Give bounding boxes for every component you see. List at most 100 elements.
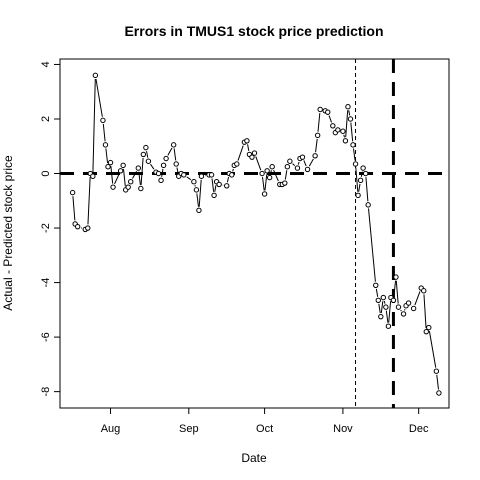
series-line-segment — [292, 163, 296, 167]
data-point — [107, 159, 114, 166]
data-point — [90, 173, 96, 179]
series-line-segment — [284, 170, 288, 180]
series-line-segment — [237, 145, 244, 161]
data-point — [224, 183, 230, 189]
series-line-segment — [365, 177, 369, 202]
series-line-segment — [350, 122, 354, 142]
x-tick-label: Aug — [101, 423, 121, 435]
data-point — [395, 304, 402, 310]
data-point — [92, 72, 99, 79]
series-line-segment — [317, 112, 321, 132]
data-point — [249, 154, 255, 160]
series-line-segment — [167, 147, 173, 156]
x-tick-label: Dec — [409, 423, 429, 435]
data-point — [160, 162, 167, 169]
data-point — [304, 166, 311, 173]
series-line-segment — [226, 176, 230, 183]
series-line-segment — [247, 144, 250, 151]
series-line-segment — [378, 303, 381, 314]
chart-title: Errors in TMUS1 stock price prediction — [124, 23, 383, 39]
series-line-segment — [423, 294, 427, 329]
data-point — [284, 163, 291, 170]
series-line-segment — [95, 78, 103, 117]
data-point — [375, 297, 381, 304]
data-point — [380, 294, 387, 301]
series-line-segment — [72, 196, 76, 221]
data-point — [120, 162, 126, 169]
series-line-segment — [345, 110, 349, 138]
series-line-segment — [262, 177, 265, 191]
data-point — [135, 165, 142, 171]
data-point — [198, 173, 205, 179]
series-line-segment — [380, 301, 384, 314]
y-tick-label: 2 — [40, 116, 52, 122]
series-line-segment — [383, 300, 386, 304]
data-point — [170, 142, 177, 148]
data-point — [261, 191, 268, 197]
data-point — [85, 225, 91, 231]
x-tick-label: Nov — [333, 423, 353, 435]
data-point — [282, 180, 288, 186]
data-point — [244, 138, 250, 144]
data-point — [211, 192, 217, 199]
data-point — [117, 168, 124, 174]
series-line-segment — [400, 309, 402, 312]
data-point — [360, 165, 366, 171]
data-point — [421, 288, 427, 294]
data-point — [269, 163, 275, 170]
series-line-segment — [436, 374, 439, 390]
data-point — [317, 106, 323, 113]
series-line-segment — [395, 280, 399, 304]
data-point — [335, 127, 341, 133]
series-line-segment — [428, 331, 437, 368]
data-point — [69, 189, 76, 196]
data-point — [294, 165, 301, 171]
data-point — [163, 155, 169, 162]
data-point — [433, 368, 440, 374]
data-point — [410, 305, 417, 312]
data-point — [330, 123, 336, 129]
data-point — [266, 174, 273, 181]
series-line-segment — [388, 301, 392, 323]
series-line-segment — [315, 138, 318, 153]
y-tick-label: -6 — [40, 332, 52, 342]
series-line-segment — [308, 158, 314, 167]
data-point — [426, 324, 432, 331]
y-tick-label: -4 — [40, 278, 52, 288]
series-line-segment — [114, 173, 120, 185]
data-point — [405, 300, 412, 306]
data-point — [385, 323, 392, 329]
series-line-segment — [385, 310, 389, 323]
data-point — [362, 170, 369, 177]
series-line-segment — [264, 174, 268, 191]
series-line-segment — [352, 148, 356, 161]
data-point — [400, 311, 407, 317]
data-point — [340, 128, 346, 134]
data-point — [423, 328, 429, 335]
y-axis-label: Actual - Predicted stock price — [1, 155, 15, 311]
data-point — [357, 177, 364, 184]
data-point — [145, 158, 152, 164]
series-line-segment — [92, 78, 96, 173]
series-line-segment — [255, 156, 262, 171]
plot-frame — [59, 58, 450, 409]
data-point — [140, 151, 147, 158]
data-point — [74, 223, 81, 230]
data-point — [229, 172, 235, 178]
series-line-segment — [273, 169, 279, 182]
series-line-segment — [196, 193, 199, 207]
data-point — [355, 192, 361, 199]
data-point — [251, 150, 258, 156]
y-tick-label: -8 — [40, 387, 52, 397]
series-line-segment — [375, 288, 379, 297]
series-line-segment — [232, 168, 234, 172]
data-point — [373, 282, 379, 289]
data-point — [208, 172, 215, 178]
data-point — [347, 116, 354, 122]
series-line-segment — [303, 160, 307, 167]
data-point — [352, 161, 359, 167]
series-line-segment — [105, 148, 109, 164]
series-line-segment — [343, 134, 345, 138]
series-line-segment — [368, 208, 376, 282]
data-point — [264, 168, 270, 174]
